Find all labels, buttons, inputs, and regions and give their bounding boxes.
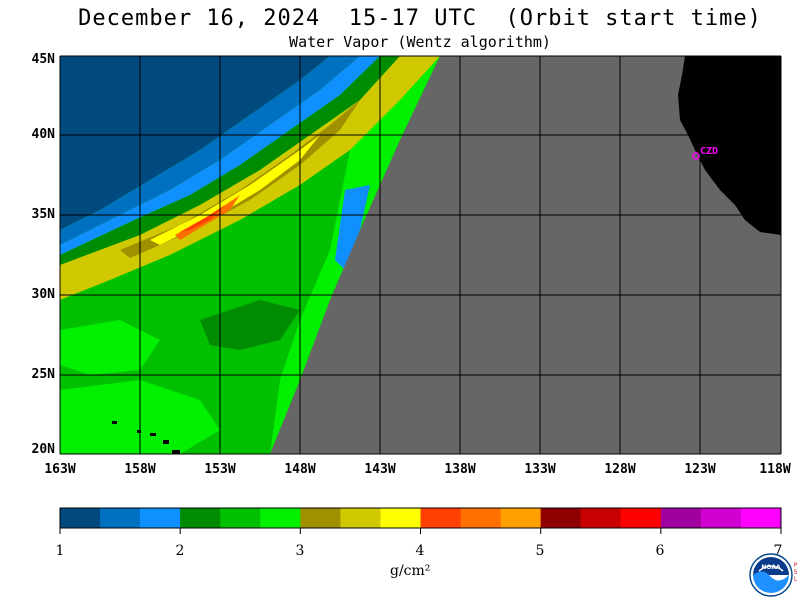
colorbar-swatch: [340, 508, 381, 528]
colorbar-swatch: [140, 508, 181, 528]
colorbar-swatch: [180, 508, 221, 528]
colorbar-swatch: [380, 508, 421, 528]
map-subtitle: Water Vapor (Wentz algorithm): [289, 33, 551, 51]
colorbar-swatch: [620, 508, 662, 528]
lon-label-138w: 138W: [444, 462, 476, 477]
lon-label-133w: 133W: [524, 462, 556, 477]
colorbar-swatch: [220, 508, 261, 528]
colorbar-swatch: [740, 508, 782, 528]
lon-label-118w: 118W: [759, 462, 791, 477]
colorbar-swatch: [460, 508, 502, 528]
colorbar-swatch: [540, 508, 582, 528]
lon-label-148w: 148W: [284, 462, 316, 477]
colorbar-units: g/cm²: [390, 563, 431, 579]
lon-label-153w: 153W: [204, 462, 236, 477]
land-california: [678, 56, 781, 235]
lat-label-45n: 45N: [31, 52, 55, 67]
colorbar: [59, 508, 782, 534]
noaa-logo-icon: NOAA: [749, 553, 793, 597]
colorbar-swatch: [420, 508, 462, 528]
lon-label-123w: 123W: [684, 462, 716, 477]
lon-label-158w: 158W: [124, 462, 156, 477]
city-marker-icon: [692, 152, 700, 160]
map-grid: [59, 55, 782, 455]
lon-label-128w: 128W: [604, 462, 636, 477]
lat-label-25n: 25N: [31, 367, 55, 382]
colorbar-tick-5: 5: [535, 543, 545, 559]
no-data-region: [270, 56, 781, 454]
colorbar-frame: [59, 507, 782, 529]
colorbar-tick-4: 4: [415, 543, 425, 559]
map-field: [60, 56, 781, 454]
colorbar-tick-3: 3: [295, 543, 305, 559]
colorbar-tick-2: 2: [175, 543, 185, 559]
colorbar-swatch: [580, 508, 622, 528]
colorbar-swatch: [60, 508, 101, 528]
map-title: December 16, 2024 15-17 UTC (Orbit start…: [78, 6, 762, 31]
colorbar-swatch: [300, 508, 341, 528]
lat-label-35n: 35N: [31, 207, 55, 222]
colorbar-swatch: [700, 508, 742, 528]
lat-label-40n: 40N: [31, 127, 55, 142]
city-label: CZD: [700, 146, 719, 157]
colorbar-swatch: [100, 508, 141, 528]
colorbar-tick-1: 1: [55, 543, 65, 559]
vapor-dry-region: [60, 56, 330, 230]
colorbar-tick-6: 6: [655, 543, 665, 559]
lon-label-163w: 163W: [44, 462, 76, 477]
logo-text: NOAA: [761, 564, 781, 571]
colorbar-tick-7: 7: [773, 543, 783, 559]
psl-side-text: PSL: [792, 562, 799, 583]
lon-label-143w: 143W: [364, 462, 396, 477]
colorbar-swatch: [660, 508, 702, 528]
lat-label-30n: 30N: [31, 287, 55, 302]
lat-label-20n: 20N: [31, 442, 55, 457]
colorbar-swatch: [500, 508, 542, 528]
colorbar-swatch: [260, 508, 301, 528]
